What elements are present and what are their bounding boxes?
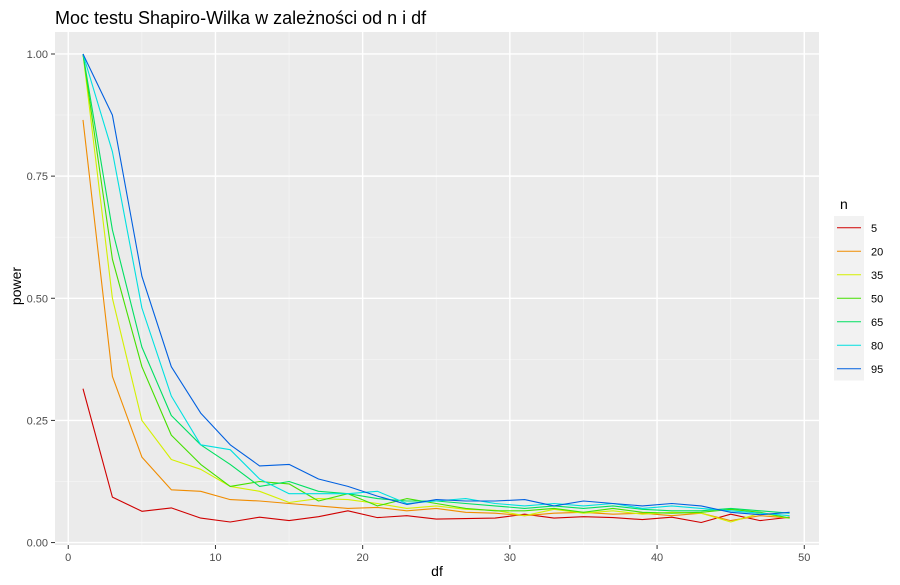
series-line-n-50 xyxy=(82,53,790,519)
legend-label-n-50: 50 xyxy=(871,293,883,305)
series-line-n-20 xyxy=(82,119,790,522)
x-tick-label: 20 xyxy=(357,552,369,564)
y-axis-title: power xyxy=(8,267,24,305)
y-tick-label: 0.50 xyxy=(27,293,48,305)
legend: n 5 20 35 50 65 80 95 xyxy=(834,196,883,381)
series-line-n-80 xyxy=(82,53,790,517)
x-tick-label: 40 xyxy=(651,552,663,564)
legend-label-n-65: 65 xyxy=(871,317,883,329)
x-tick-label: 30 xyxy=(504,552,516,564)
legend-label-n-20: 20 xyxy=(871,246,883,258)
legend-label-n-80: 80 xyxy=(871,340,883,352)
y-tick-label: 0.25 xyxy=(27,415,48,427)
x-tick-label: 10 xyxy=(209,552,221,564)
series-line-n-5 xyxy=(82,388,790,524)
chart-title: Moc testu Shapiro-Wilka w zależności od … xyxy=(55,8,427,28)
series-line-n-95 xyxy=(82,53,790,516)
x-axis-title: df xyxy=(431,563,443,579)
series-lines xyxy=(82,53,790,524)
x-tick-label: 50 xyxy=(798,552,810,564)
axes: 0 10 20 30 40 50 0.00 0.25 0.50 0.75 1.00 xyxy=(27,49,811,564)
y-tick-label: 0.75 xyxy=(27,171,48,183)
x-tick-label: 0 xyxy=(65,552,71,564)
grid-lines xyxy=(55,32,819,545)
plot-panel xyxy=(55,32,819,545)
series-line-n-35 xyxy=(82,53,790,523)
legend-title: n xyxy=(840,196,848,212)
y-tick-label: 0.00 xyxy=(27,538,48,550)
y-tick-label: 1.00 xyxy=(27,49,48,61)
legend-label-n-95: 95 xyxy=(871,364,883,376)
legend-label-n-5: 5 xyxy=(871,223,877,235)
legend-label-n-35: 35 xyxy=(871,270,883,282)
